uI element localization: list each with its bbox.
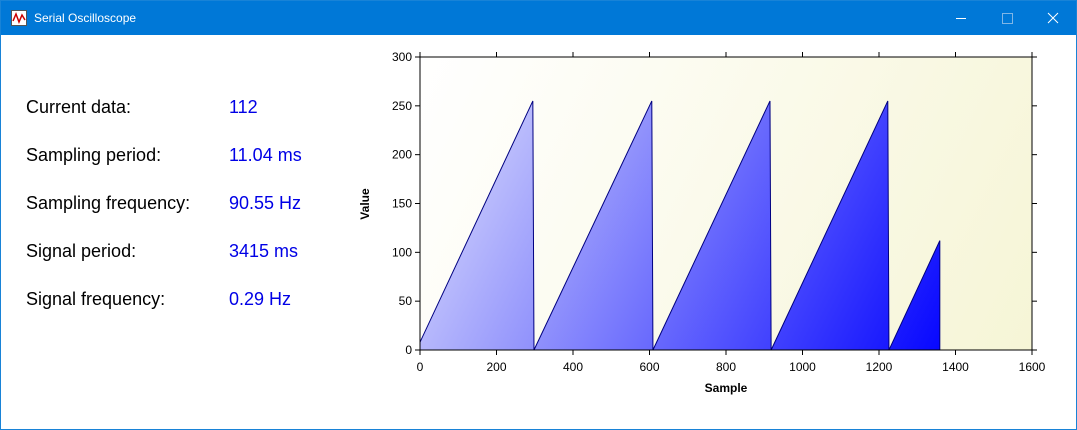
info-value: 0.29 Hz — [229, 289, 292, 309]
y-tick-label: 300 — [392, 50, 412, 64]
info-value: 112 — [229, 97, 258, 117]
y-tick-label: 200 — [392, 148, 412, 162]
info-label: Signal frequency: — [26, 289, 166, 309]
y-tick-label: 250 — [392, 99, 412, 113]
maximize-button[interactable] — [984, 1, 1030, 35]
minimize-button[interactable] — [938, 1, 984, 35]
x-tick-label: 1600 — [1019, 360, 1046, 374]
title-bar: Serial Oscilloscope — [1, 1, 1076, 35]
close-button[interactable] — [1030, 1, 1076, 35]
x-tick-label: 0 — [417, 360, 424, 374]
x-tick-label: 1200 — [866, 360, 893, 374]
info-label: Sampling frequency: — [26, 193, 191, 213]
y-tick-label: 0 — [405, 343, 412, 357]
window-title: Serial Oscilloscope — [34, 11, 137, 25]
info-label: Signal period: — [26, 241, 137, 261]
x-tick-label: 1000 — [789, 360, 816, 374]
x-tick-label: 400 — [563, 360, 583, 374]
area — [419, 100, 941, 351]
y-axis-label: Value — [358, 188, 372, 220]
y-tick-label: 100 — [392, 245, 412, 259]
app-icon — [11, 10, 27, 26]
info-label: Current data: — [26, 97, 132, 117]
x-tick-label: 1400 — [942, 360, 969, 374]
info-label: Sampling period: — [26, 145, 162, 165]
x-tick-label: 200 — [486, 360, 506, 374]
x-axis-label: Sample — [705, 381, 748, 395]
y-tick-label: 50 — [399, 294, 413, 308]
y-tick-label: 150 — [392, 197, 412, 211]
info-value: 3415 ms — [229, 241, 299, 261]
x-tick-label: 800 — [716, 360, 736, 374]
chart: Value Sample 0 50 100 150 200 250 300 0 200 400 60… — [358, 50, 1046, 395]
info-value: 11.04 ms — [229, 145, 302, 165]
x-tick-label: 600 — [639, 360, 659, 374]
info-value: 90.55 Hz — [229, 193, 302, 213]
